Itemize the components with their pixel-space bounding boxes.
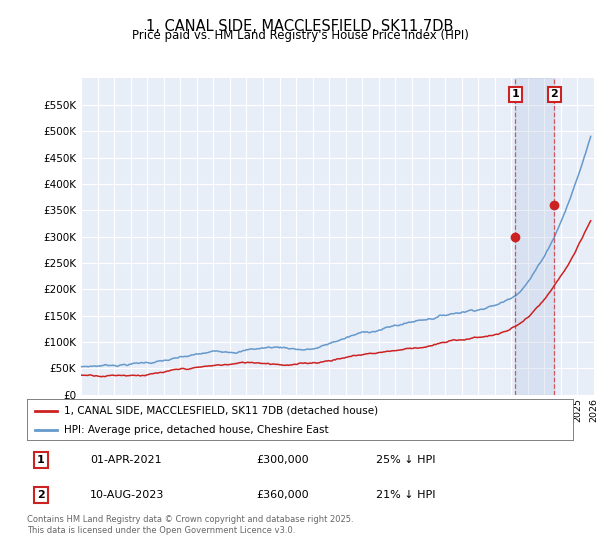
Text: Contains HM Land Registry data © Crown copyright and database right 2025.
This d: Contains HM Land Registry data © Crown c… — [27, 515, 353, 535]
Text: 10-AUG-2023: 10-AUG-2023 — [90, 490, 164, 500]
Text: 1, CANAL SIDE, MACCLESFIELD, SK11 7DB: 1, CANAL SIDE, MACCLESFIELD, SK11 7DB — [146, 19, 454, 34]
Text: 2: 2 — [551, 90, 559, 100]
Text: 1, CANAL SIDE, MACCLESFIELD, SK11 7DB (detached house): 1, CANAL SIDE, MACCLESFIELD, SK11 7DB (d… — [64, 405, 378, 416]
Text: 25% ↓ HPI: 25% ↓ HPI — [376, 455, 436, 465]
Text: £300,000: £300,000 — [256, 455, 309, 465]
Text: £360,000: £360,000 — [256, 490, 309, 500]
Text: HPI: Average price, detached house, Cheshire East: HPI: Average price, detached house, Ches… — [64, 424, 329, 435]
Text: 2: 2 — [37, 490, 44, 500]
Text: 1: 1 — [37, 455, 44, 465]
Bar — [515, 78, 554, 395]
Text: 01-APR-2021: 01-APR-2021 — [90, 455, 161, 465]
Text: Price paid vs. HM Land Registry's House Price Index (HPI): Price paid vs. HM Land Registry's House … — [131, 29, 469, 42]
Text: 1: 1 — [512, 90, 519, 100]
Text: 21% ↓ HPI: 21% ↓ HPI — [376, 490, 436, 500]
